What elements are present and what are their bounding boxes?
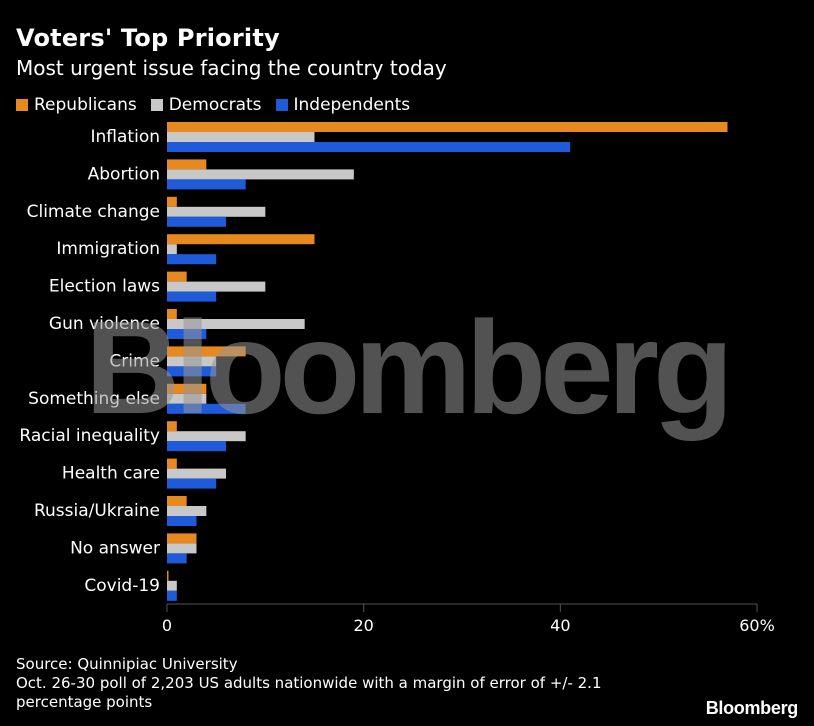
legend-swatch-republicans (16, 99, 28, 111)
bar-republicans (167, 122, 728, 132)
bar-republicans (167, 383, 207, 394)
footer: Source: Quinnipiac University Oct. 26-30… (16, 655, 601, 712)
legend-label-democrats: Democrats (168, 95, 262, 115)
category-label: Health care (62, 464, 160, 484)
bloomberg-logo: Bloomberg (705, 698, 799, 718)
chart-subtitle: Most urgent issue facing the country tod… (16, 56, 447, 80)
bar-independents (167, 329, 207, 339)
x-tick-label: 60% (739, 616, 775, 635)
bar-independents (167, 516, 197, 526)
bar-republicans (167, 234, 315, 245)
bar-democrats (167, 132, 315, 142)
x-tick-label: 40 (550, 616, 570, 635)
bar-independents (167, 142, 571, 152)
source-note: Source: Quinnipiac University (16, 655, 238, 673)
category-label: Inflation (91, 127, 160, 147)
bar-republicans (167, 458, 177, 469)
bar-republicans (167, 421, 177, 432)
legend-swatch-independents (275, 99, 288, 111)
bar-democrats (167, 356, 217, 367)
category-label: Racial inequality (19, 426, 160, 446)
category-label: Crime (109, 351, 160, 371)
category-label: No answer (70, 538, 160, 558)
bar-democrats (167, 244, 177, 255)
legend-item-republicans: Republicans (16, 95, 137, 115)
bar-democrats (167, 206, 266, 217)
bar-independents (167, 590, 177, 601)
bar-independents (167, 553, 187, 564)
bar-republicans (167, 309, 177, 319)
bar-democrats (167, 281, 266, 292)
bar-republicans (167, 271, 187, 282)
bar-independents (167, 403, 246, 414)
bar-independents (167, 441, 226, 452)
bar-democrats (167, 580, 177, 591)
legend-item-democrats: Democrats (150, 95, 262, 115)
bar-democrats (167, 468, 226, 479)
legend-label-independents: Independents (293, 95, 411, 115)
category-label: Election laws (49, 277, 160, 297)
bar-democrats (167, 506, 207, 516)
poll-note-line-2: percentage points (16, 693, 153, 711)
bar-republicans (167, 346, 246, 357)
bar-independents (167, 291, 217, 302)
bar-independents (167, 254, 217, 265)
chart-title: Voters' Top Priority (16, 24, 280, 52)
bar-independents (167, 216, 226, 227)
bar-republicans (167, 159, 207, 170)
bar-republicans (167, 496, 187, 506)
poll-note-line-1: Oct. 26-30 poll of 2,203 US adults natio… (16, 674, 602, 692)
legend-label-republicans: Republicans (34, 95, 137, 115)
category-label: Climate change (27, 202, 160, 222)
bar-democrats (167, 431, 246, 442)
bar-republicans (167, 196, 177, 207)
category-label: Covid-19 (84, 576, 160, 596)
bar-republicans (167, 570, 169, 581)
category-label: Abortion (88, 164, 160, 184)
x-tick-label: 20 (353, 616, 373, 635)
bar-democrats (167, 319, 305, 329)
bar-democrats (167, 393, 207, 404)
legend-item-independents: Independents (275, 95, 411, 115)
bar-independents (167, 179, 246, 190)
category-label: Russia/Ukraine (34, 501, 160, 521)
legend-swatch-democrats (150, 99, 163, 111)
category-label: Gun violence (49, 314, 160, 334)
bar-democrats (167, 169, 354, 180)
bar-republicans (167, 533, 197, 544)
legend: Republicans Democrats Independents (16, 95, 424, 115)
category-label: Immigration (56, 239, 160, 259)
x-tick-label: 0 (162, 616, 172, 635)
bar-independents (167, 478, 217, 489)
bar-democrats (167, 543, 197, 554)
bar-independents (167, 366, 217, 377)
category-label: Something else (28, 389, 160, 409)
